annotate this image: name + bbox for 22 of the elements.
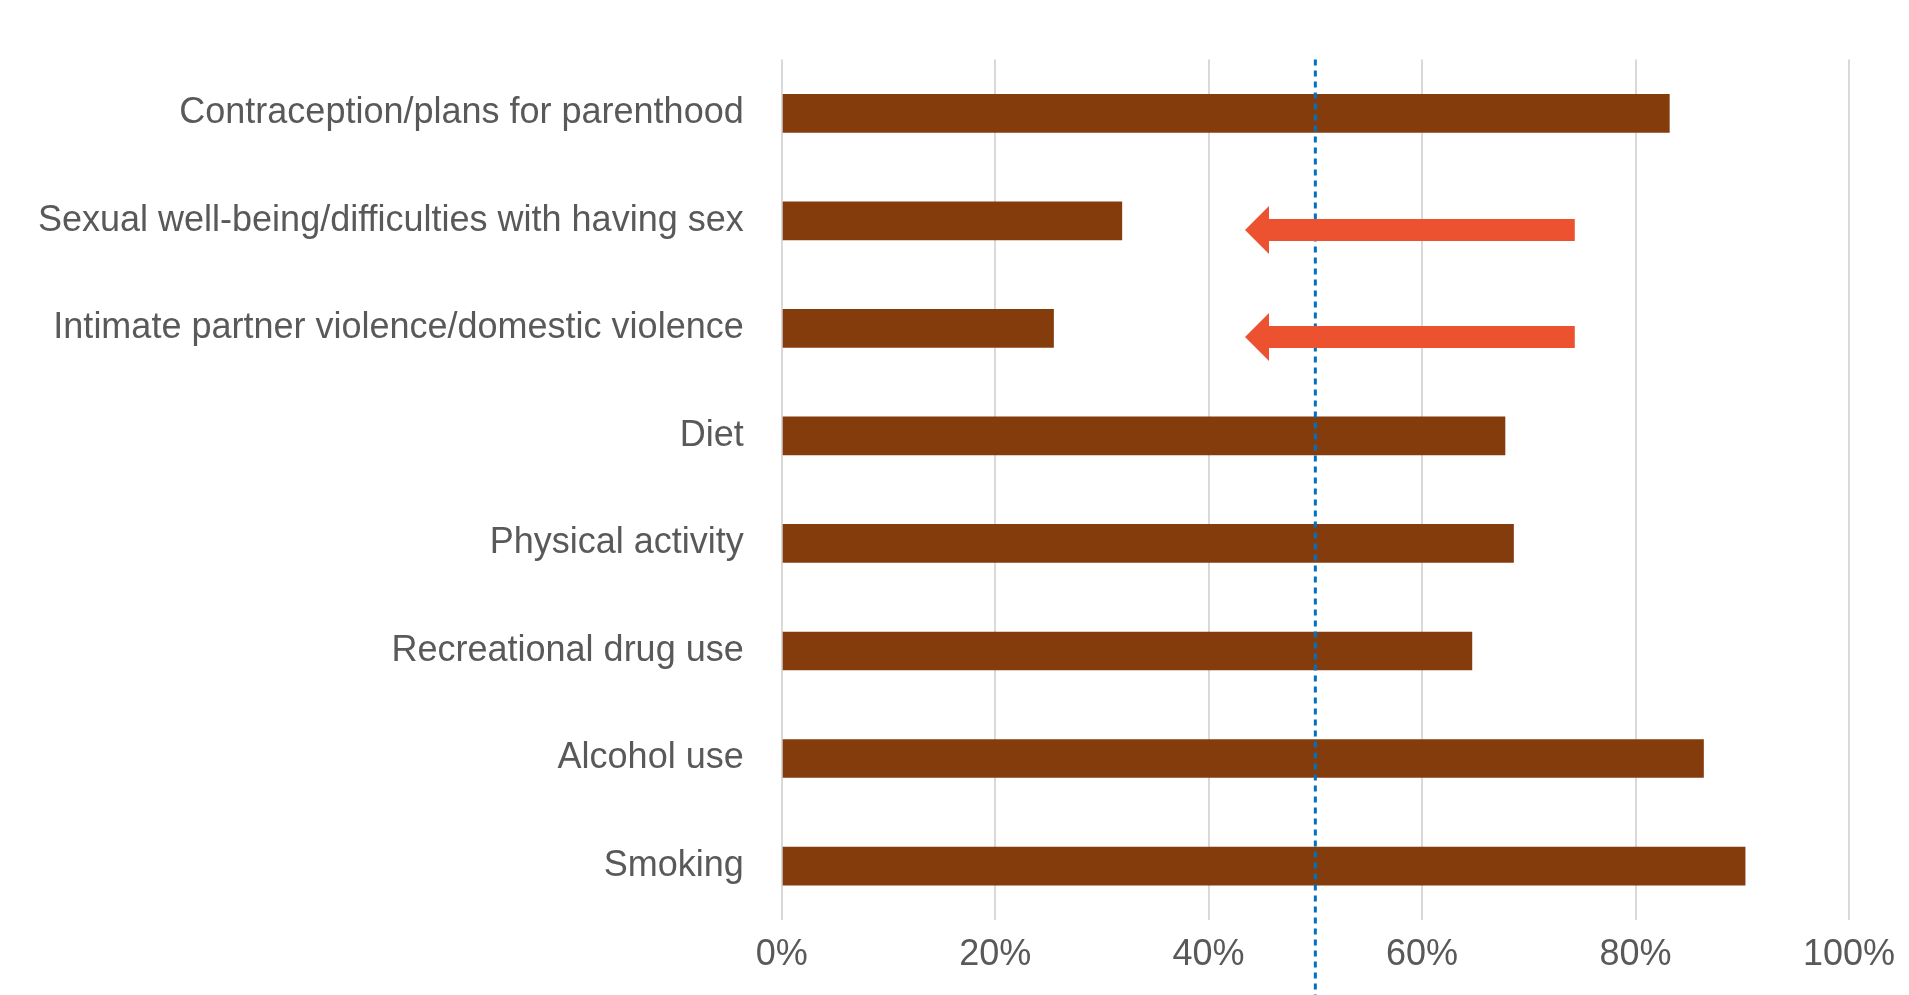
y-tick-label: Smoking <box>603 842 744 884</box>
x-tick-label: 80% <box>1599 932 1672 974</box>
bar <box>782 309 1054 348</box>
y-tick-label: Alcohol use <box>557 735 744 777</box>
x-tick-label: 20% <box>959 932 1032 974</box>
y-tick-label: Recreational drug use <box>391 627 744 669</box>
bar <box>782 201 1123 241</box>
bar <box>782 739 1704 778</box>
x-tick-label: 60% <box>1386 932 1459 974</box>
bar <box>782 631 1473 671</box>
y-tick-label: Contraception/plans for parenthood <box>179 90 744 132</box>
y-tick-label: Sexual well-being/difficulties with having sex <box>37 197 744 239</box>
y-tick-label: Diet <box>679 412 744 454</box>
bar <box>782 416 1506 456</box>
x-tick-label: 40% <box>1172 932 1245 974</box>
bar <box>782 846 1746 886</box>
y-tick-label: Intimate partner violence/domestic violence <box>53 305 744 347</box>
bar <box>782 94 1670 133</box>
x-tick-label: 100% <box>1802 932 1895 974</box>
y-tick-label: Physical activity <box>489 520 744 562</box>
x-tick-label: 0% <box>755 932 808 974</box>
bar <box>782 524 1514 563</box>
